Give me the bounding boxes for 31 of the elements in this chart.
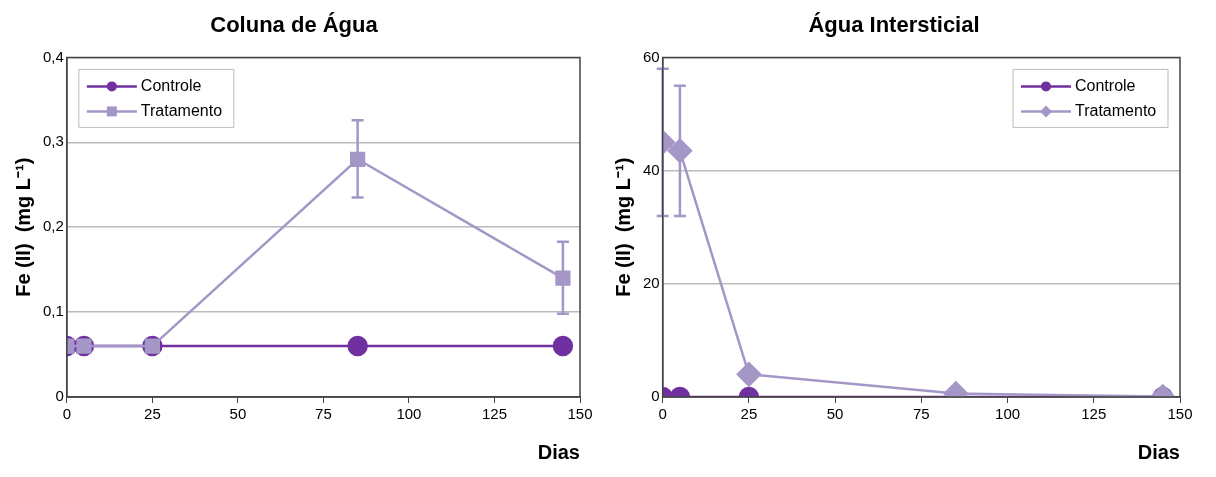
x-tick-label: 50: [826, 405, 844, 423]
x-tick-label: 125: [481, 405, 507, 423]
y-axis-title: Fe (II) (mg L⁻¹): [611, 157, 634, 297]
y-tick-label: 40: [643, 160, 660, 178]
x-tick-label: 150: [1167, 405, 1193, 423]
y-tick-label: 0: [651, 387, 660, 405]
y-tick-label: 60: [643, 47, 660, 65]
x-tick-label: 100: [995, 405, 1021, 423]
y-tick-label: 0,2: [42, 217, 64, 235]
legend-label: Controle: [1075, 76, 1136, 94]
x-tick-label: 125: [1081, 405, 1107, 423]
x-tick-label: 100: [396, 405, 422, 423]
y-tick-label: 0,3: [42, 132, 64, 150]
x-tick-label: 75: [913, 405, 930, 423]
x-axis-title: Dias: [1137, 440, 1180, 463]
x-tick-label: 150: [567, 405, 593, 423]
legend-label: Controle: [140, 76, 202, 94]
y-tick-label: 20: [643, 273, 660, 291]
y-tick-label: 0,4: [42, 47, 64, 65]
chart-title: Água Intersticial: [808, 12, 980, 38]
x-tick-label: 25: [740, 405, 758, 423]
y-tick-label: 0: [55, 387, 64, 405]
legend-label: Tratamento: [1075, 101, 1157, 119]
x-tick-label: 50: [229, 405, 247, 423]
legend-label: Tratamento: [140, 101, 223, 119]
y-axis-title: Fe (II) (mg L⁻¹): [11, 157, 34, 297]
x-axis-title: Dias: [537, 440, 580, 463]
y-tick-label: 0,1: [42, 302, 64, 320]
x-tick-label: 75: [315, 405, 332, 423]
x-tick-label: 25: [144, 405, 161, 423]
chart-title: Coluna de Água: [210, 12, 379, 38]
